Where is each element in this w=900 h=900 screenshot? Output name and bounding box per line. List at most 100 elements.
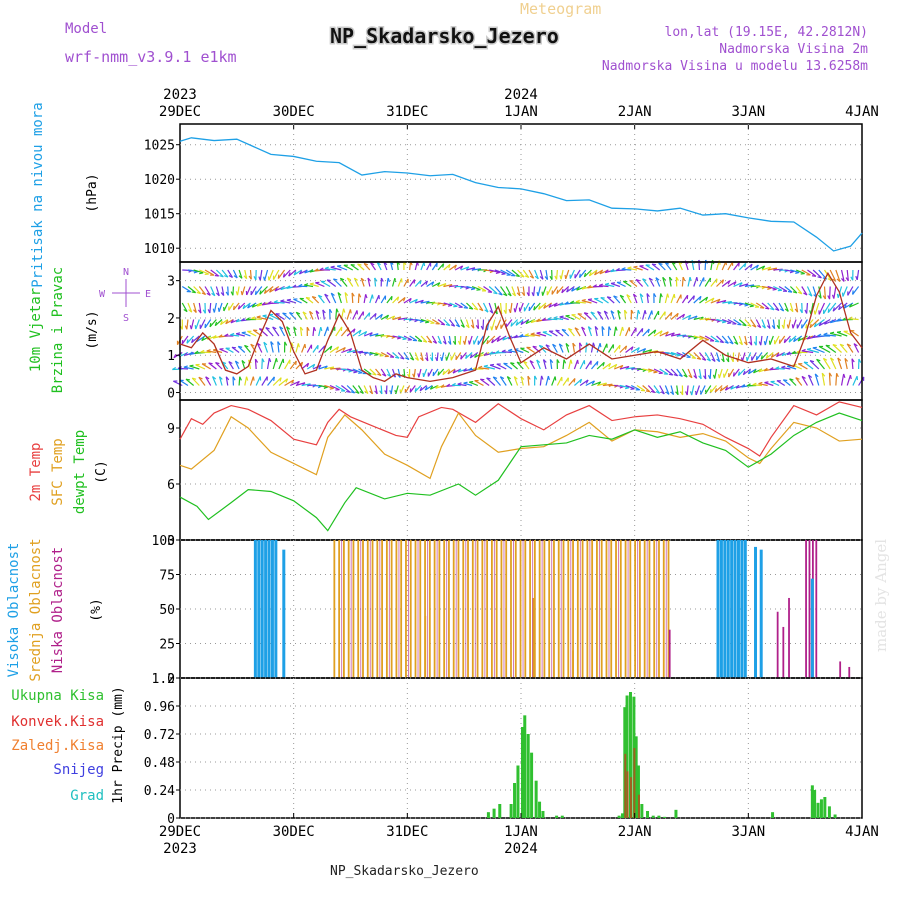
wind-arrowhead [724,386,729,391]
wind-arrow [234,360,240,370]
wind-arrow [606,296,615,304]
wind-arrow [360,277,365,287]
wind-arrow [818,286,822,299]
wind-arrow [682,351,691,358]
mid-cloud-bar [495,540,498,678]
wind-arrow [789,302,794,312]
wind-arrowhead [463,307,468,309]
wind-arrow [739,302,749,306]
wind-arrowhead [424,357,429,362]
wind-arrow [718,368,723,379]
wind-arrow [710,352,716,362]
wind-arrowhead [563,359,567,364]
wind-arrow [619,384,630,389]
wind-arrow [704,385,712,395]
wind-arrowhead [795,271,800,274]
wind-arrow [523,360,530,370]
wind-arrowhead [688,374,693,379]
wind-arrowhead [650,390,655,394]
wind-arrow [833,286,837,299]
wind-arrow [443,335,447,345]
wind-arrow [801,376,808,386]
wind-arrowhead [297,343,300,348]
wind-arrowhead [412,373,415,378]
wind-arrowhead [312,363,316,369]
wind-arrowhead [503,309,507,314]
wind-arrow [839,343,848,353]
wind-arrow [254,359,257,370]
wind-arrowhead [818,321,822,327]
wind-arrow [778,285,788,292]
wind-arrowhead [529,360,534,364]
wind-arrowhead [232,376,236,381]
wind-arrow [604,283,615,288]
wind-arrowhead [601,326,605,331]
low-cloud-bar [839,661,842,678]
wind-arrow [665,351,675,355]
high-cloud-bar [253,540,257,678]
wind-arrow [474,380,484,387]
wind-arrowhead [769,366,774,371]
wind-arrowhead [549,359,554,364]
wind-arrowhead [541,291,544,296]
wind-arrow [466,285,476,290]
precip-total-bar [771,812,775,818]
wind-arrow [392,316,402,321]
wind-arrow [488,286,498,295]
wind-arrow [814,319,825,328]
wind-arrow [835,269,841,282]
wind-arrow [447,368,456,375]
wind-arrowhead [329,308,333,313]
wind-arrowhead [241,360,246,364]
wind-arrow [449,302,458,307]
wind-arrow [562,377,569,386]
wind-arrowhead [442,340,447,345]
wind-arrow [340,327,350,337]
low-cloud-bar [341,540,343,678]
wind-arrowhead [462,340,466,345]
wind-arrowhead [705,296,709,302]
wind-arrow [589,269,598,277]
wind-arrow [596,343,601,353]
precip-total-bar [819,799,823,818]
wind-arrowhead [603,310,608,314]
wind-arrowhead [508,348,513,352]
wind-arrow [369,368,377,376]
wind-arrowhead [808,293,813,297]
wind-arrow [409,335,418,342]
wind-arrowhead [653,329,657,334]
wind-arrow [510,362,518,370]
wind-arrow [750,302,760,308]
wind-arrowhead [407,373,411,378]
wind-arrowhead [570,300,575,304]
wind-arrow [733,282,743,288]
wind-arrow [320,280,331,288]
wind-arrow [849,302,859,308]
wind-arrowhead [198,376,203,380]
wind-arrow [744,335,748,346]
wind-arrow [432,282,441,288]
wind-arrowhead [806,347,812,350]
wind-arrow [744,284,755,288]
wind-arrowhead [821,372,826,377]
wind-arrowhead [312,295,317,299]
wind-arrow [534,269,539,280]
wind-arrow [818,345,831,354]
wind-arrow [505,319,513,328]
wind-arrowhead [521,292,525,297]
wind-arrowhead [442,263,445,268]
low-cloud-bar [570,540,572,678]
wind-arrow [206,350,217,354]
wind-arrowhead [614,364,618,369]
mid-cloud-bar [553,540,555,678]
mid-cloud-bar [629,540,632,678]
wind-arrowhead [823,332,828,336]
wind-arrow [517,269,525,278]
wind-arrow [443,302,453,306]
wind-arrow [423,368,428,378]
mid-cloud-bar [615,540,617,678]
wind-arrowhead [633,265,638,268]
wind-arrowhead [337,292,342,296]
wind-arrow [793,335,803,343]
wind-arrow [441,352,445,361]
